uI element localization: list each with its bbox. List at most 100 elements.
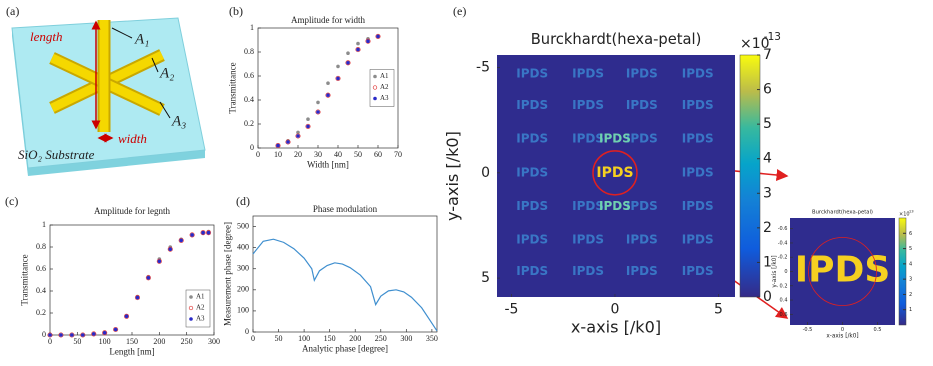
data-point (276, 143, 280, 148)
data-point (102, 331, 107, 335)
x-tick-label: 20 (294, 150, 302, 159)
legend-label: A3 (196, 315, 205, 323)
data-point (201, 230, 205, 235)
pattern-text: IPDS (572, 98, 604, 112)
y-tick-label: 0.4 (36, 286, 46, 295)
x-tick-label: 0.5 (874, 327, 882, 333)
x-tick-label: 100 (298, 334, 310, 343)
data-point (124, 314, 129, 319)
y-tick-label: 200 (237, 285, 249, 294)
colorbar-tick-label: 0 (763, 289, 772, 305)
data-point (168, 247, 173, 251)
y-tick-label: 0.2 (36, 308, 46, 317)
y-tick-label: 0 (245, 327, 249, 336)
pattern-text: IPDS (626, 66, 658, 80)
data-point (91, 332, 96, 336)
chart-title: Amplitude for legnth (94, 206, 170, 216)
panel-label: (d) (236, 194, 250, 208)
y-tick-label: 1 (42, 220, 46, 229)
data-point (316, 110, 320, 114)
y-tick-label: 1 (250, 23, 254, 32)
data-point (336, 76, 340, 81)
x-tick-label: 40 (334, 150, 342, 159)
pattern-text: IPDS (682, 98, 714, 112)
x-tick-label: 200 (153, 337, 165, 346)
pattern-text: IPDS (516, 165, 548, 179)
data-point (346, 51, 350, 55)
y-tick-label: 0.6 (244, 71, 254, 80)
data-point (102, 330, 108, 336)
data-point (285, 139, 291, 145)
pattern-text: IPDS (516, 98, 548, 112)
data-point (205, 230, 212, 236)
colorbar-tick-label: 3 (763, 185, 772, 201)
pattern-text: IPDS (682, 66, 714, 80)
pattern-text: IPDS (572, 132, 604, 146)
colorbar-label: ×10 (899, 212, 910, 218)
data-point (113, 326, 119, 333)
x-tick-label: 50 (275, 334, 283, 343)
data-point (365, 38, 371, 44)
panel-a: (a) length A₁ A₂ A₃ width SiO₂ Substrate (6, 4, 206, 176)
pattern-text: IPDS (516, 199, 548, 213)
pattern-text: IPDS (572, 233, 604, 247)
x-tick-label: 250 (181, 337, 193, 346)
data-point (135, 295, 140, 300)
chart-title: Phase modulation (313, 204, 378, 214)
y-axis-label: y-axis [/k0] (772, 255, 778, 287)
data-point (206, 230, 211, 235)
data-point (48, 333, 52, 337)
panel-label: (e) (453, 4, 466, 18)
colorbar-tick-label: 5 (763, 116, 772, 132)
y-tick-label: 0 (250, 143, 254, 152)
pattern-text: IPDS (572, 264, 604, 278)
panel-label: (c) (5, 194, 18, 208)
pattern-text: IPDS (599, 199, 631, 213)
y-tick-label: 0.4 (780, 298, 788, 304)
data-point (305, 123, 311, 129)
arm-label: A₃ (171, 113, 186, 129)
legend-label: A1 (380, 72, 389, 80)
data-point (167, 246, 173, 252)
leader (111, 27, 133, 39)
y-tick-label: 0.8 (244, 47, 254, 56)
x-tick-label: 150 (126, 337, 138, 346)
pattern-text: IPDS (682, 233, 714, 247)
data-point (91, 331, 97, 337)
colorbar-tick-label: 1 (763, 254, 772, 270)
data-point (335, 75, 341, 81)
x-tick-label: 200 (349, 334, 361, 343)
pattern-text: IPDS (626, 264, 658, 278)
y-tick-label: 500 (237, 221, 249, 230)
legend-marker (189, 295, 193, 299)
y-tick-label: -0.4 (778, 240, 788, 246)
y-tick-label: -5 (476, 60, 490, 76)
data-point (189, 232, 195, 238)
y-tick-label: 0.8 (36, 242, 46, 251)
x-tick-label: 60 (374, 150, 382, 159)
data-point (59, 333, 63, 337)
legend-label: A1 (196, 293, 205, 301)
leader (151, 57, 159, 73)
legend-label: A3 (380, 94, 389, 102)
leader (159, 101, 171, 119)
plot-area (252, 215, 438, 333)
colorbar-tick-label: 4 (909, 261, 912, 267)
data-point (325, 92, 331, 98)
data-point (70, 333, 74, 337)
pattern-text: IPDS (516, 66, 548, 80)
data-point (316, 100, 320, 105)
colorbar (898, 217, 907, 326)
length-label: length (30, 29, 63, 44)
pattern-text: IPDS (682, 199, 714, 213)
substrate-label: SiO₂ Substrate (18, 147, 95, 162)
chart-title: Burckhardt(hexa-petal) (531, 31, 702, 48)
x-axis-label: x-axis [/k0] (826, 334, 858, 340)
y-tick-label: 0.2 (780, 283, 788, 289)
colorbar-label: ×10 (740, 36, 770, 52)
panel-label: (a) (6, 4, 19, 18)
legend-marker (373, 96, 377, 101)
pattern-text: IPDS (516, 264, 548, 278)
pattern-text: IPDS (572, 66, 604, 80)
